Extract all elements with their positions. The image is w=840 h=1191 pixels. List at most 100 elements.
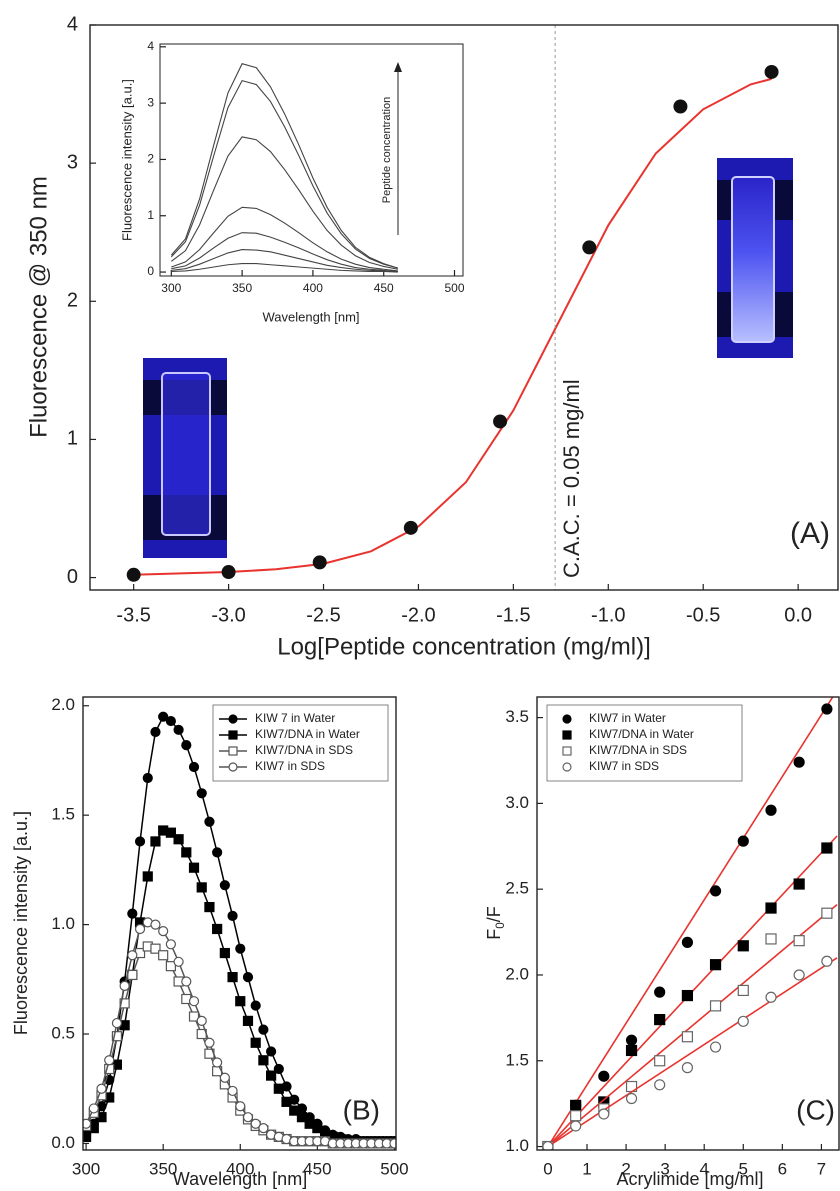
marker xyxy=(150,919,161,930)
marker xyxy=(212,1057,223,1068)
y-tick-label: 0 xyxy=(147,264,154,278)
marker xyxy=(737,984,749,997)
marker xyxy=(821,907,833,919)
marker xyxy=(598,1070,610,1082)
x-tick-label: 5 xyxy=(739,1159,748,1178)
y-tick-label: 2.5 xyxy=(505,879,529,898)
marker xyxy=(150,836,161,847)
marker xyxy=(681,989,694,1002)
fit-line xyxy=(547,904,838,1148)
annotation: C.A.C. = 0.05 mg/ml xyxy=(559,379,584,578)
marker xyxy=(281,1096,292,1107)
legend-label: KIW7/DNA in SDS xyxy=(589,743,687,757)
legend-label: KIW7 in SDS xyxy=(589,759,659,773)
marker xyxy=(119,980,130,991)
x-tick-label: -0.5 xyxy=(686,604,720,626)
legend: KIW 7 in Water KIW7/DNA in Water KIW7/DNA … xyxy=(212,704,389,782)
axes-frame xyxy=(82,696,397,1151)
y-tick-label: 1 xyxy=(147,208,154,222)
marker xyxy=(765,902,777,914)
plot-area xyxy=(126,64,779,582)
marker xyxy=(181,847,192,858)
data-point xyxy=(764,64,779,79)
y-tick-label: 2 xyxy=(67,290,78,312)
marker xyxy=(821,842,833,854)
x-tick-label: 0 xyxy=(543,1159,552,1178)
y-axis-label-part: F xyxy=(484,929,504,940)
x-tick-label: 1 xyxy=(582,1159,591,1178)
marker xyxy=(654,1055,666,1067)
y-tick-label: 3 xyxy=(147,95,154,109)
marker xyxy=(598,1108,610,1120)
x-tick-label: 4 xyxy=(699,1159,708,1178)
marker xyxy=(196,882,207,893)
y-axis-label: F0/F xyxy=(484,906,507,940)
cuvette-photo-high xyxy=(717,158,793,358)
legend: KIW7 in Water KIW7/DNA in Water KIW7/DNA i… xyxy=(546,704,743,782)
y-tick-label: 1 xyxy=(67,428,78,450)
marker xyxy=(266,1070,277,1081)
arrow-head xyxy=(394,62,402,72)
marker xyxy=(570,1099,582,1111)
marker xyxy=(258,1055,269,1066)
marker xyxy=(625,1044,638,1057)
x-tick-label: 500 xyxy=(444,281,464,295)
marker xyxy=(219,880,230,891)
legend-marker xyxy=(562,714,572,724)
marker xyxy=(83,1118,92,1129)
marker xyxy=(654,1079,666,1091)
legend-label: KIW7/DNA in SDS xyxy=(255,743,353,757)
marker xyxy=(227,910,238,921)
y-axis-label: Fluorescence intensity [a.u.] xyxy=(119,79,134,241)
marker xyxy=(266,1046,277,1057)
legend-marker xyxy=(562,730,572,740)
x-tick-label: 6 xyxy=(778,1159,787,1178)
chart-1: 300 350 400 450 500 0 1 2 3 4 Peptide concentratio… xyxy=(119,39,464,324)
chart-3: 0 1 2 3 4 5 6 7 1.0 1.5 2.0 2.5 3.0 3.5 Acrylimide [mg… xyxy=(484,696,840,1189)
data-point xyxy=(126,567,141,582)
marker xyxy=(250,1000,261,1011)
marker xyxy=(188,761,200,773)
marker xyxy=(127,969,138,981)
marker xyxy=(196,788,207,799)
data-point xyxy=(312,555,327,570)
marker xyxy=(173,956,184,967)
legend-marker xyxy=(228,714,238,724)
marker xyxy=(88,1103,99,1114)
marker xyxy=(104,1055,115,1066)
marker xyxy=(158,950,169,961)
marker xyxy=(709,1000,722,1012)
chart-2: 300 350 400 450 500 0.0 0.5 1.0 1.5 2.0 Wavelength… xyxy=(11,695,409,1189)
legend-label: KIW 7 in Water xyxy=(255,711,335,725)
marker xyxy=(212,847,223,858)
x-tick-label: 450 xyxy=(303,1159,331,1178)
x-tick-label: -2.5 xyxy=(306,604,340,626)
axes-frame xyxy=(159,43,464,277)
data-point xyxy=(673,99,688,114)
photo-layer xyxy=(143,158,793,558)
y-tick-label: 2 xyxy=(147,152,154,166)
marker xyxy=(793,969,805,981)
x-tick-label: -1.0 xyxy=(591,604,625,626)
panel-label: (B) xyxy=(343,1094,380,1125)
marker xyxy=(821,955,833,967)
plot-area xyxy=(542,697,838,1150)
marker xyxy=(204,1037,215,1048)
marker xyxy=(681,1031,694,1043)
x-tick-label: 450 xyxy=(374,281,394,295)
x-tick-label: 300 xyxy=(161,281,181,295)
marker xyxy=(681,936,694,948)
marker xyxy=(570,1110,582,1122)
marker xyxy=(242,1015,254,1026)
series-line xyxy=(171,248,398,273)
x-axis-label: Log[Peptide concentration (mg/ml)] xyxy=(277,633,651,660)
x-tick-label: 300 xyxy=(72,1159,100,1178)
marker xyxy=(111,1017,123,1029)
y-tick-label: 4 xyxy=(67,13,78,35)
y-tick-label: 1.5 xyxy=(51,805,75,824)
marker xyxy=(127,908,138,919)
marker xyxy=(250,1118,261,1129)
x-tick-label: 0.0 xyxy=(784,604,812,626)
marker xyxy=(654,1013,666,1026)
x-tick-label: 500 xyxy=(380,1159,408,1178)
